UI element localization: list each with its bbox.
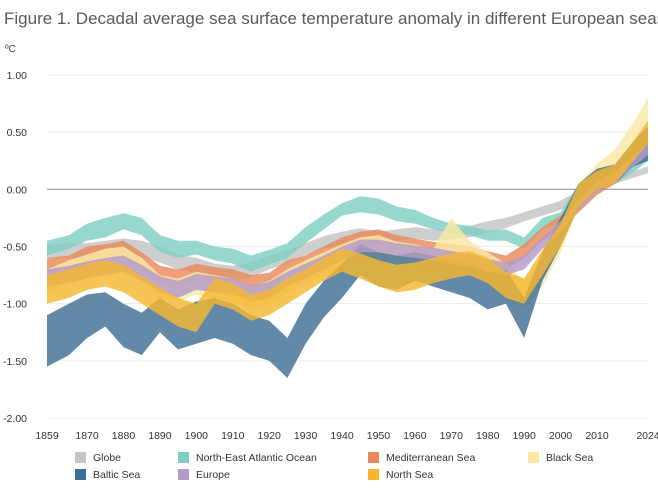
x-tick-label: 1980 [476,430,500,442]
legend-swatch [178,469,189,480]
legend-label: North Sea [386,469,433,481]
y-axis-unit-label: ºC [5,44,16,55]
legend-label: Baltic Sea [93,469,140,481]
y-tick-label: 0.50 [7,127,28,139]
legend-label: Globe [93,452,121,464]
x-tick-label: 2010 [585,430,609,442]
x-tick-label: 1870 [75,430,99,442]
legend-swatch [368,469,379,480]
series-band-north-sea [47,120,648,333]
legend-label: North-East Atlantic Ocean [196,452,317,464]
legend-swatch [178,452,189,463]
legend-label: Black Sea [546,452,593,464]
x-tick-label: 1930 [294,430,318,442]
x-tick-label: 2000 [549,430,573,442]
x-tick-label: 1859 [35,430,59,442]
x-tick-label: 1910 [221,430,245,442]
y-tick-label: -1.00 [3,299,27,311]
y-tick-label: -1.50 [3,356,27,368]
x-tick-label: 1970 [440,430,464,442]
legend-label: Europe [196,469,230,481]
series-band-europe [47,143,648,302]
y-tick-label: -2.00 [3,413,27,425]
legend: Globe North-East Atlantic Ocean Mediterran… [75,452,593,481]
legend-swatch [75,469,86,480]
x-tick-label: 1880 [112,430,136,442]
y-tick-label: 0.00 [7,184,28,196]
series-band-north-east-atlantic-ocean [47,149,648,272]
legend-swatch [528,452,539,463]
x-tick-label: 1900 [185,430,209,442]
x-tick-label: 1940 [330,430,354,442]
x-tick-label: 1960 [403,430,427,442]
x-tick-label: 1990 [512,430,536,442]
legend-swatch [368,452,379,463]
legend-label: Mediterranean Sea [386,452,475,464]
x-tick-label: 2024 [636,430,658,442]
x-tick-label: 1920 [258,430,282,442]
y-tick-label: -0.50 [3,242,27,254]
y-tick-label: 1.00 [7,70,28,82]
x-tick-label: 1950 [367,430,391,442]
axis-layer: 1.00 0.50 0.00 -0.50 -1.00 -1.50 -2.00 1859 1870… [3,70,658,442]
chart-title: Figure 1. Decadal average sea surface te… [4,9,658,28]
x-tick-label: 1890 [148,430,172,442]
legend-swatch [75,452,86,463]
series-layer [47,97,648,379]
